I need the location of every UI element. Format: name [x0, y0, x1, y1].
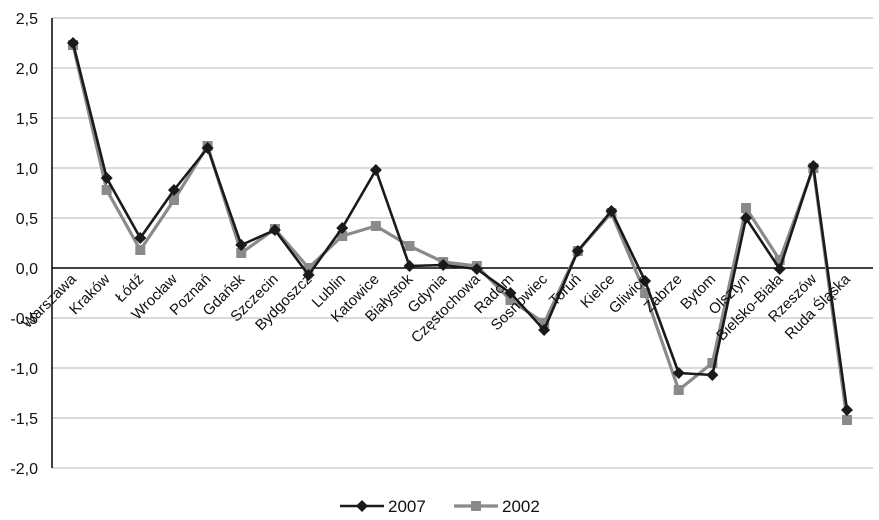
- data-point-2007: [201, 142, 214, 154]
- data-point-2002: [404, 241, 415, 251]
- series-2002: [68, 40, 852, 425]
- data-point-2007: [841, 404, 853, 416]
- data-point-2007: [67, 37, 79, 49]
- data-point-2007: [403, 260, 416, 272]
- data-point-2007: [268, 224, 281, 236]
- data-point-2007: [470, 263, 483, 275]
- data-point-2007: [605, 205, 618, 217]
- y-tick-label: -1,5: [10, 411, 38, 428]
- data-point-2002: [168, 195, 179, 205]
- data-point-2002: [236, 248, 247, 258]
- data-point-2007: [538, 324, 551, 336]
- data-point-2002: [774, 255, 785, 265]
- data-point-2007: [740, 212, 753, 224]
- y-tick-label: -0,5: [10, 311, 38, 328]
- data-point-2007: [639, 275, 652, 287]
- data-point-2007: [100, 172, 113, 184]
- series-line-2007: [71, 42, 849, 411]
- data-point-2007: [807, 160, 820, 172]
- y-tick-label: 1,5: [16, 111, 38, 128]
- data-point-2002: [370, 221, 381, 231]
- y-tick-label: 0,5: [16, 211, 38, 228]
- y-tick-label: 2,0: [16, 61, 38, 78]
- data-point-2007: [571, 245, 584, 257]
- data-point-2007: [167, 184, 180, 196]
- data-point-2002: [707, 358, 718, 368]
- data-point-2007: [437, 259, 450, 271]
- data-point-2007: [773, 263, 786, 275]
- data-point-2002: [842, 415, 852, 425]
- series-line-2002: [71, 44, 849, 421]
- y-tick-label: -2,0: [10, 461, 38, 478]
- legend-marker-2007: [356, 500, 368, 512]
- legend-label-2007: 2007: [388, 497, 426, 516]
- data-point-2007: [134, 232, 147, 244]
- data-point-2007: [369, 164, 382, 176]
- data-point-2007: [504, 287, 517, 299]
- y-axis-tick-labels: 2,5 2,0 1,5 1,0 0,5 0,0 -0,5 -1,0 -1,5 -2,0: [10, 11, 38, 478]
- data-point-2007: [706, 369, 719, 381]
- data-point-2002: [135, 245, 146, 255]
- legend-marker-2002: [471, 501, 481, 511]
- series-lines: [67, 37, 853, 425]
- data-point-2002: [673, 385, 684, 395]
- data-point-2007: [672, 367, 685, 379]
- data-point-2002: [741, 203, 752, 213]
- legend-label-2002: 2002: [502, 497, 540, 516]
- y-tick-label: 2,5: [16, 11, 38, 28]
- data-point-2007: [302, 269, 315, 281]
- data-point-2002: [640, 288, 651, 298]
- y-tick-label: 0,0: [16, 261, 38, 278]
- data-point-2002: [303, 263, 314, 273]
- data-point-2007: [235, 239, 248, 251]
- series-2007: [67, 37, 853, 416]
- data-point-2002: [101, 185, 112, 195]
- y-tick-label: 1,0: [16, 161, 38, 178]
- gridlines: [52, 17, 873, 469]
- legend: 2007 2002: [340, 497, 540, 516]
- y-tick-label: -1,0: [10, 361, 38, 378]
- data-point-2002: [505, 295, 516, 305]
- data-point-2007: [336, 222, 349, 234]
- data-point-2002: [337, 231, 348, 241]
- data-point-2002: [539, 318, 550, 328]
